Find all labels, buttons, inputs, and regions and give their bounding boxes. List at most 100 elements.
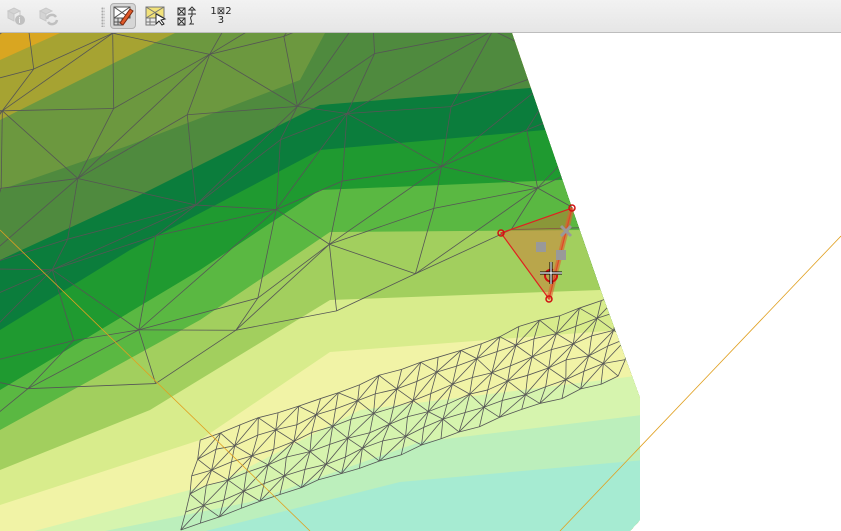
mesh-edge: [241, 500, 261, 509]
mesh-edge: [607, 144, 630, 228]
mesh-edge: [189, 484, 207, 495]
mesh-edge: [243, 472, 247, 492]
mesh-edge: [476, 343, 482, 359]
mesh-edge: [479, 416, 500, 428]
mesh-edge: [0, 340, 74, 373]
mesh-edge: [499, 400, 503, 418]
mesh-edge: [634, 33, 640, 88]
edge-flip-icon[interactable]: [559, 224, 573, 238]
mesh-edge: [515, 326, 520, 346]
mesh-edge: [472, 372, 492, 378]
mesh-edge: [607, 330, 614, 347]
mesh-edge: [52, 235, 156, 271]
mesh-edge: [401, 361, 421, 370]
mesh-edge: [565, 355, 590, 380]
mesh-edge: [155, 209, 277, 237]
mesh-edge: [235, 297, 259, 331]
mesh-edge: [283, 457, 287, 476]
mesh-edge: [460, 343, 482, 351]
mesh-edge: [421, 438, 442, 446]
mesh-edge: [293, 440, 311, 452]
mesh-edge: [556, 307, 580, 334]
mesh-edge: [227, 461, 232, 481]
mesh-edge: [421, 427, 425, 446]
mesh-edge: [205, 469, 212, 486]
mesh-edge: [77, 108, 115, 179]
guide-line: [559, 235, 841, 531]
mesh-edge: [396, 361, 422, 390]
mesh-edge: [180, 505, 204, 531]
mesh-edge: [634, 86, 640, 128]
mesh-edge: [267, 449, 275, 466]
mesh-edge: [413, 393, 431, 401]
mesh-edge: [332, 426, 348, 439]
mesh-edge: [491, 351, 498, 373]
mesh-edge: [320, 392, 339, 399]
mesh-edge: [613, 311, 618, 331]
mesh-edge: [548, 349, 552, 368]
face-centroid-handle[interactable]: [536, 242, 546, 252]
toolbar-grip[interactable]: [101, 7, 105, 27]
mesh-edge: [464, 394, 471, 413]
mesh-edge: [389, 400, 414, 425]
mesh-edge: [304, 464, 327, 470]
mesh-edge: [0, 110, 3, 189]
mesh-edge: [258, 417, 276, 431]
mesh-edge: [526, 86, 635, 131]
mesh-edge: [458, 407, 485, 433]
mesh-vertex[interactable]: [497, 229, 505, 237]
mesh-edge: [405, 416, 408, 437]
selected-face[interactable]: [497, 204, 576, 303]
identify-mesh-button[interactable]: i: [3, 3, 29, 29]
mesh-edge: [180, 522, 201, 531]
mesh-edge: [382, 436, 406, 442]
mesh-edge: [613, 323, 634, 331]
mesh-edge: [626, 323, 635, 339]
mesh-edge: [211, 445, 236, 471]
mesh-edge: [442, 404, 448, 420]
reload-mesh-button[interactable]: [35, 3, 61, 29]
mesh-edge: [580, 383, 602, 390]
mesh-edge: [220, 424, 241, 434]
mesh-edge: [476, 351, 498, 360]
mesh-edge: [580, 363, 604, 390]
transform-mesh-vertices-button[interactable]: [175, 3, 201, 29]
mesh-edge: [515, 344, 533, 358]
mesh-edge: [277, 405, 299, 414]
reindex-mesh-button[interactable]: 1⊠2 3: [208, 3, 234, 29]
mesh-vertex[interactable]: [568, 204, 576, 212]
mesh-edge: [471, 358, 478, 378]
mesh-edge: [186, 114, 197, 206]
map-canvas[interactable]: [0, 33, 841, 531]
mesh-edge: [362, 447, 380, 462]
mesh-edge: [420, 356, 439, 363]
mesh-edge: [499, 394, 526, 418]
mesh-edge: [565, 379, 581, 390]
mesh-edge: [332, 408, 336, 427]
mesh-edge: [620, 292, 637, 305]
select-mesh-elements-button[interactable]: [143, 3, 169, 29]
mesh-edge: [259, 475, 285, 502]
mesh-edge: [264, 475, 285, 484]
mesh-edge: [499, 336, 517, 346]
mesh-edge: [273, 440, 295, 450]
mesh-edge: [77, 178, 197, 206]
mesh-vertex[interactable]: [545, 295, 553, 303]
mesh-edge: [231, 455, 252, 463]
mesh-edge: [200, 516, 220, 524]
edge-midpoint-handle[interactable]: [556, 250, 566, 260]
mesh-edge: [345, 447, 363, 458]
mesh-edge: [335, 392, 339, 409]
mesh-edge: [332, 418, 352, 427]
mesh-edge: [362, 440, 383, 449]
mesh-edge: [393, 388, 398, 408]
mesh-edge: [635, 285, 640, 305]
mesh-edge: [189, 475, 193, 495]
mesh-edge: [191, 459, 199, 476]
mesh-edge: [369, 423, 390, 434]
digitize-mesh-button[interactable]: [110, 3, 136, 29]
mesh-edge: [607, 126, 640, 228]
identify-mesh-icon: i: [6, 7, 25, 25]
mesh-edge: [259, 494, 280, 502]
mesh-edge: [263, 464, 269, 484]
